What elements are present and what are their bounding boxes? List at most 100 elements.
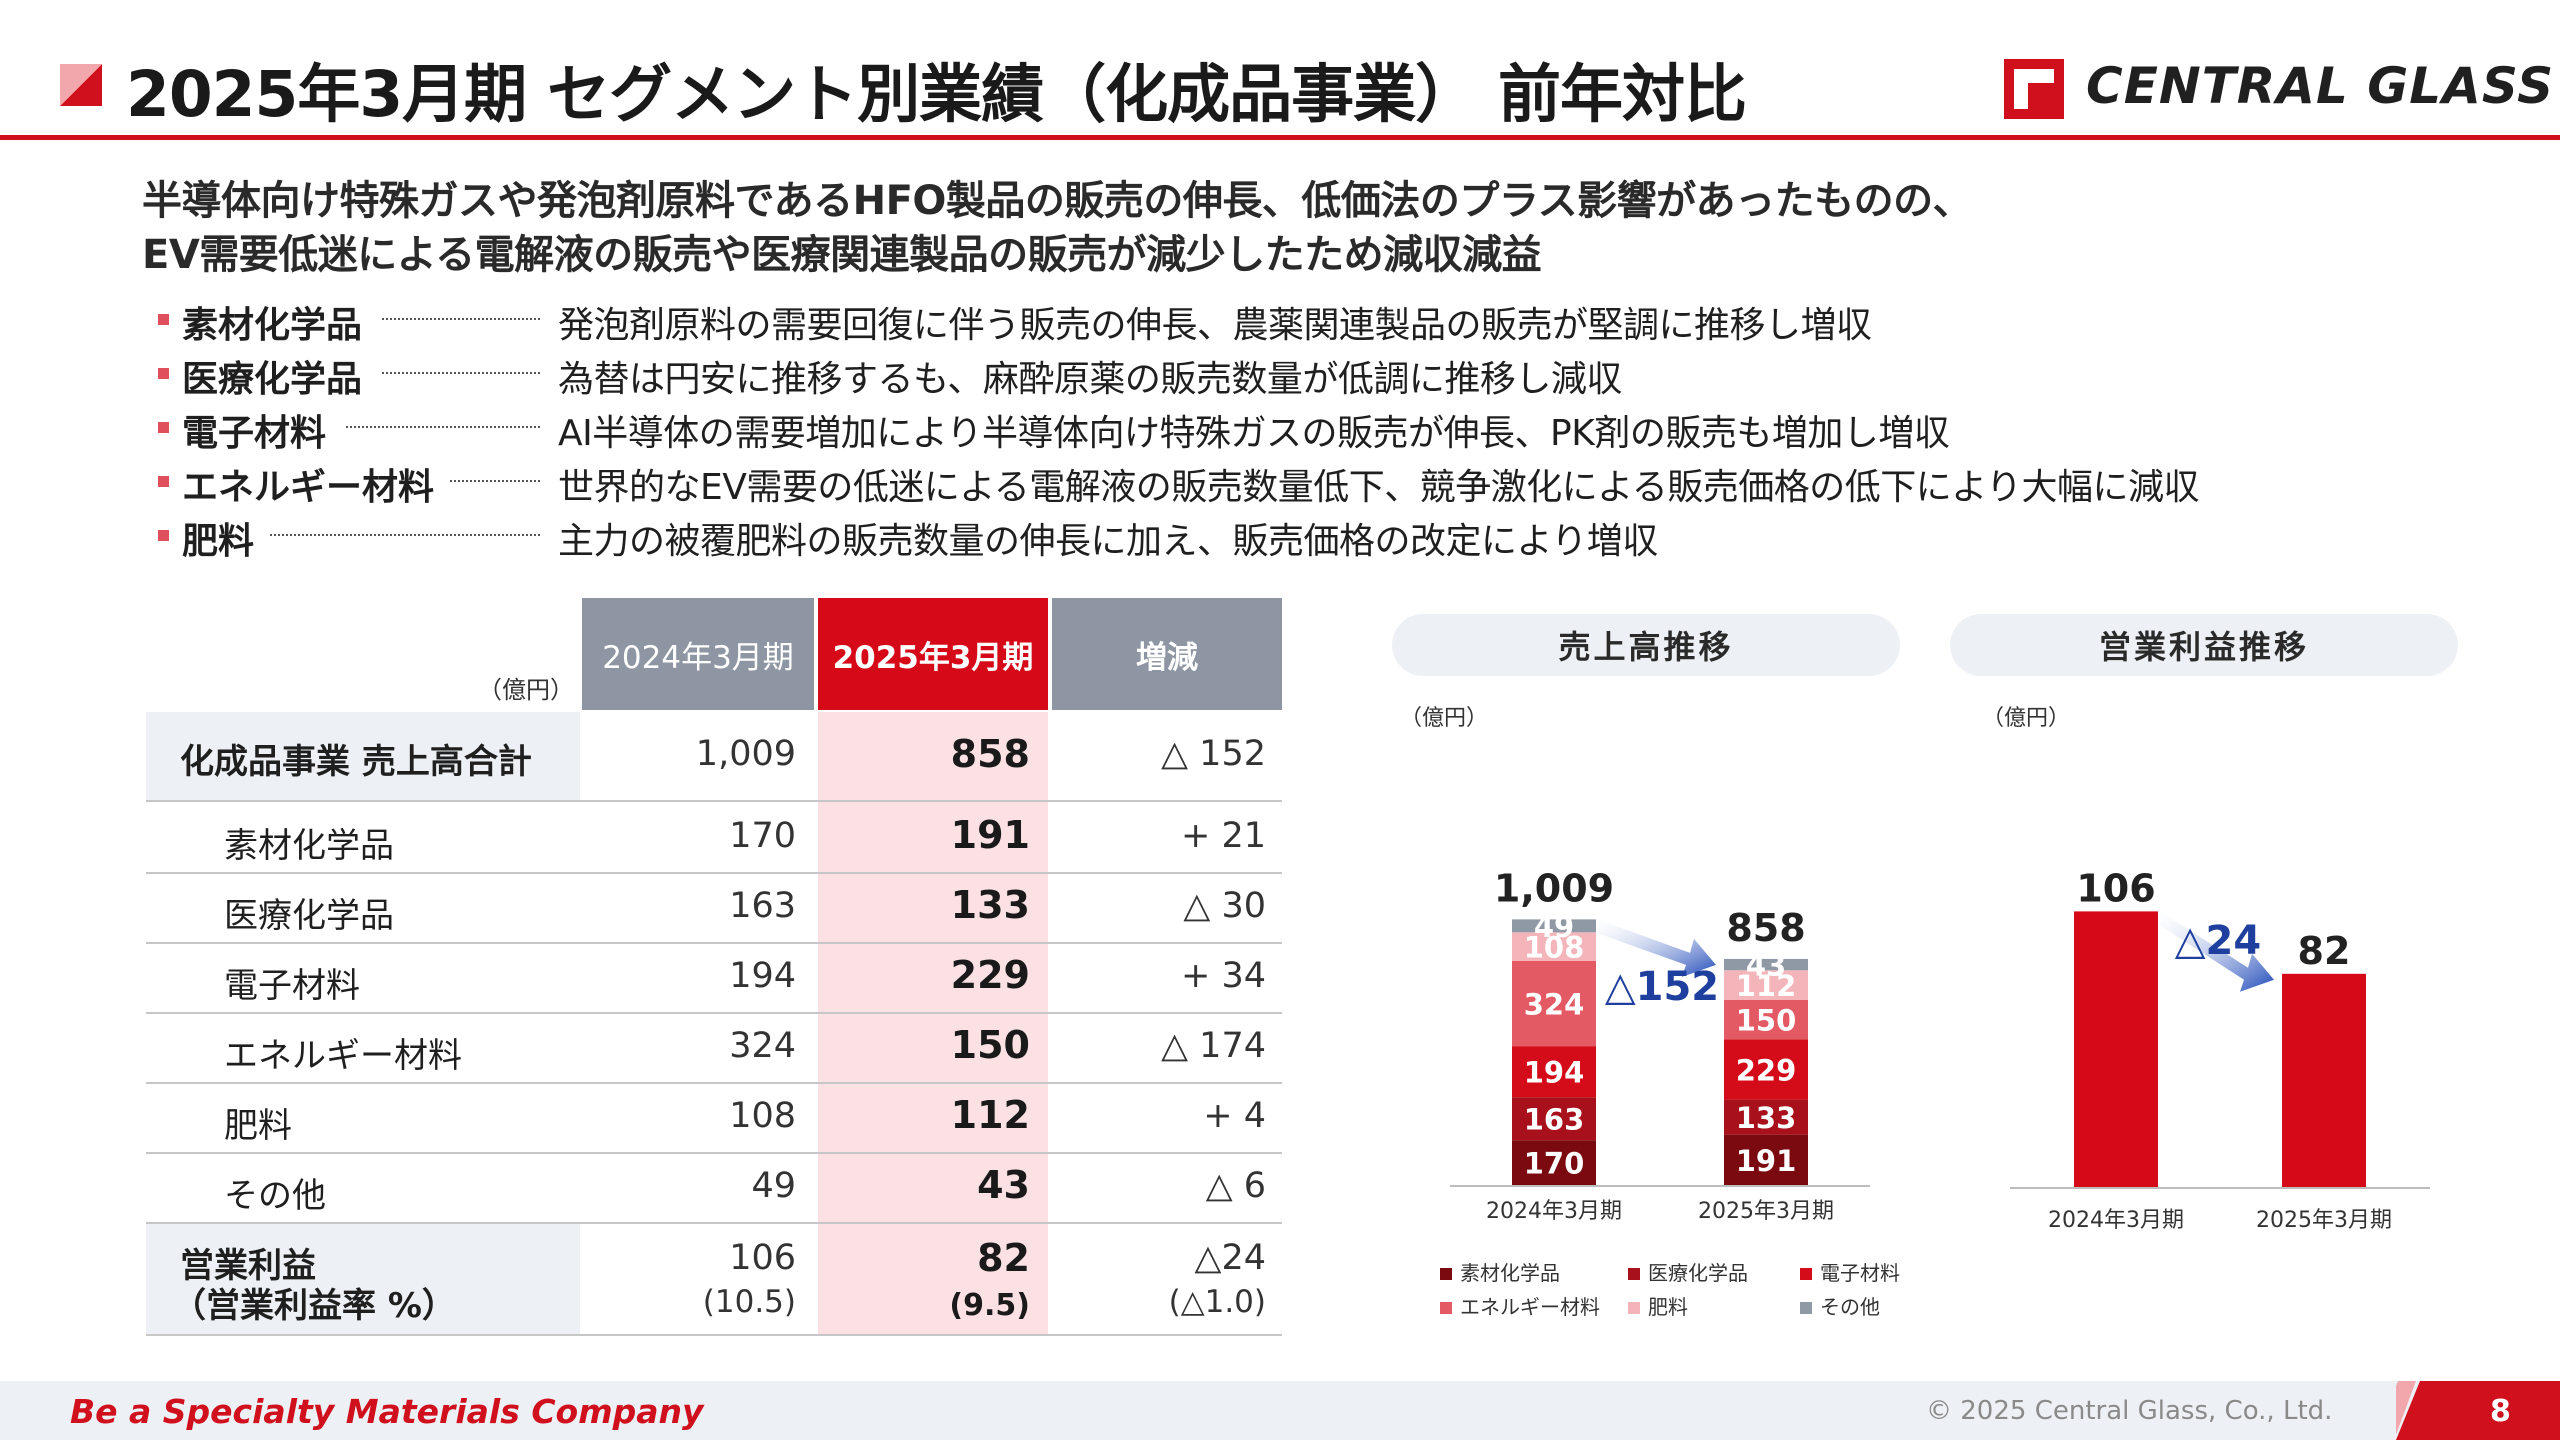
x-tick-label: 2024年3月期: [1486, 1199, 1622, 1224]
segment-name: 素材化学品: [182, 305, 363, 346]
segment-item: 電子材料 AI半導体の需要増加により半導体向け特殊ガスの販売が伸長、PK剤の販売…: [154, 404, 2354, 454]
row-divider: [146, 872, 1282, 874]
brand-name: CENTRAL GLASS: [2086, 57, 2555, 115]
leader-dots: [382, 372, 540, 374]
bar-segment: [1512, 1046, 1596, 1098]
row-divider: [146, 1152, 1282, 1154]
sales-chart-title: 売上高推移: [1392, 614, 1900, 676]
bullet-icon: [158, 422, 169, 433]
segment-description: AI半導体の需要増加により半導体向け特殊ガスの販売が伸長、PK剤の販売も増加し増…: [558, 413, 1950, 454]
central-glass-logo-icon: [2004, 59, 2064, 119]
table-cell-fy2025: 82: [977, 1236, 1030, 1280]
bar: [2074, 911, 2158, 1187]
row-divider: [146, 1334, 1282, 1336]
segment-name: 医療化学品: [182, 359, 363, 400]
segment-name: 電子材料: [182, 413, 327, 454]
data-label: 133: [1736, 1101, 1797, 1135]
bar-segment: [1512, 1097, 1596, 1141]
table-cell-fy2025: 133: [950, 883, 1030, 927]
segment-item: 肥料 主力の被覆肥料の販売数量の伸長に加え、販売価格の改定により増収: [154, 512, 2354, 562]
legend-label: その他: [1820, 1295, 1880, 1319]
change-label: △152: [1605, 964, 1719, 1010]
table-cell-fy2025: 858: [950, 732, 1030, 776]
leader-dots: [382, 318, 540, 320]
column-header-fy2024: 2024年3月期: [582, 598, 814, 710]
change-label: △24: [2175, 918, 2261, 964]
bar-segment: [1512, 1140, 1596, 1185]
sales-chart-unit: （億円）: [1400, 706, 1489, 731]
data-label: 194: [1524, 1056, 1585, 1090]
legend-swatch: [1800, 1268, 1812, 1280]
table-row-label: 電子材料: [224, 966, 360, 1006]
page-number-tab: [2396, 1381, 2560, 1440]
row-divider: [146, 800, 1282, 802]
table-row-label: 素材化学品: [224, 826, 394, 866]
table-cell-fy2024: 108: [729, 1096, 796, 1136]
op-margin-row-label: （営業利益率 %）: [172, 1286, 456, 1326]
op-row-label: 営業利益: [180, 1246, 316, 1286]
bullet-icon: [158, 530, 169, 541]
bar-segment: [1512, 919, 1596, 933]
op-chart-unit: （億円）: [1982, 706, 2071, 731]
bar-segment: [1724, 1039, 1808, 1100]
segment-name: 肥料: [182, 521, 255, 562]
value-label: 82: [2298, 929, 2351, 973]
table-cell-fy2024: 170: [729, 816, 796, 856]
segment-description: 主力の被覆肥料の販売数量の伸長に加え、販売価格の改定により増収: [558, 521, 1658, 562]
page-number: 8: [2490, 1394, 2511, 1429]
legend-swatch: [1628, 1302, 1640, 1314]
bar-segment: [1512, 932, 1596, 961]
total-row-label-bg: [146, 712, 580, 800]
legend-swatch: [1628, 1268, 1640, 1280]
bullet-icon: [158, 476, 169, 487]
bullet-icon: [158, 368, 169, 379]
table-cell-change: △ 152: [1161, 734, 1266, 774]
x-tick-label: 2024年3月期: [2048, 1208, 2184, 1233]
data-label: 229: [1736, 1053, 1797, 1087]
bar-segment: [1512, 960, 1596, 1047]
bar-segment: [1724, 958, 1808, 971]
table-cell-fy2024: 194: [729, 956, 796, 996]
total-label: 858: [1726, 906, 1805, 950]
legend-swatch: [1440, 1302, 1452, 1314]
table-cell-change: + 4: [1203, 1096, 1266, 1136]
operating-profit-bar-chart: 106 2024年3月期 82 2025年3月期 △24: [2010, 866, 2430, 1233]
table-row-label: 肥料: [224, 1106, 292, 1146]
segment-description: 発泡剤原料の需要回復に伴う販売の伸長、農薬関連製品の販売が堅調に推移し増収: [558, 305, 1872, 346]
table-cell-fy2025: 191: [950, 813, 1030, 857]
table-cell-fy2024: 324: [729, 1026, 796, 1066]
footer-band: [0, 1381, 2560, 1440]
decrease-arrow-icon: [2160, 911, 2274, 992]
table-cell-fy2024: 106: [729, 1238, 796, 1278]
column-header-change: 増減: [1052, 598, 1282, 710]
data-label: 49: [1534, 910, 1574, 944]
table-cell-fy2025: 43: [977, 1163, 1030, 1207]
data-label: 324: [1524, 987, 1585, 1021]
bar-segment: [1724, 1099, 1808, 1135]
op-row-label-bg: [146, 1224, 580, 1336]
table-cell-change-rate: (△1.0): [1168, 1284, 1266, 1320]
data-label: 163: [1524, 1103, 1585, 1137]
data-label: 112: [1736, 969, 1797, 1003]
summary-line-1: 半導体向け特殊ガスや発泡剤原料であるHFO製品の販売の伸長、低価法のプラス影響が…: [142, 178, 1973, 224]
segment-item: 素材化学品 発泡剤原料の需要回復に伴う販売の伸長、農薬関連製品の販売が堅調に推移…: [154, 296, 2354, 346]
value-label: 106: [2076, 866, 2155, 910]
row-divider: [146, 1222, 1282, 1224]
table-row-label: 化成品事業 売上高合計: [180, 742, 532, 782]
data-label: 43: [1746, 949, 1786, 983]
table-cell-change: △ 6: [1205, 1166, 1266, 1206]
table-cell-change: △ 30: [1183, 886, 1266, 926]
bullet-icon: [158, 314, 169, 325]
summary-line-2: EV需要低迷による電解液の販売や医療関連製品の販売が減少したため減収減益: [142, 232, 1542, 278]
legend-label: エネルギー材料: [1460, 1295, 1600, 1319]
table-cell-fy2025-rate: (9.5): [949, 1288, 1030, 1323]
legend-label: 肥料: [1648, 1295, 1688, 1319]
decrease-arrow-icon: [1598, 919, 1716, 977]
leader-dots: [346, 426, 540, 428]
table-row-label: その他: [224, 1176, 326, 1216]
brand-logo: CENTRAL GLASS: [2004, 55, 2553, 119]
table-cell-change: △ 174: [1161, 1026, 1266, 1066]
table-cell-change: + 21: [1181, 816, 1266, 856]
